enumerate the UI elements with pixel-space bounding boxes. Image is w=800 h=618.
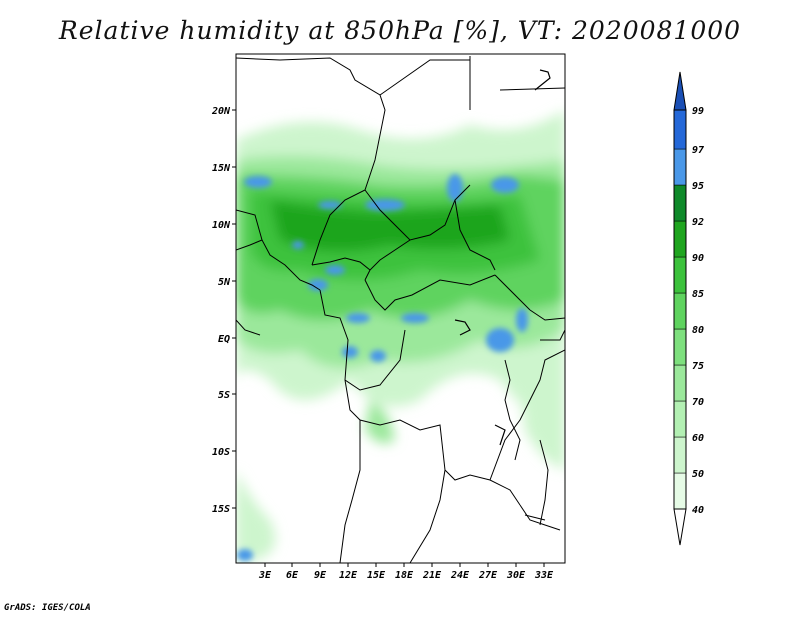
lat-label: 10S bbox=[212, 447, 230, 458]
colorbar-swatch bbox=[673, 292, 687, 330]
colorbar-swatch bbox=[673, 472, 687, 510]
colorbar-label: 40 bbox=[692, 505, 704, 516]
lat-label: 15N bbox=[212, 163, 231, 174]
colorbar-swatch bbox=[673, 148, 687, 186]
colorbar-swatch bbox=[673, 109, 687, 150]
chart-title: Relative humidity at 850hPa [%], VT: 202… bbox=[58, 16, 742, 45]
colorbar-swatch bbox=[673, 364, 687, 402]
lat-label: 5N bbox=[218, 277, 231, 288]
colorbar-label: 97 bbox=[692, 145, 704, 156]
colorbar bbox=[673, 71, 687, 546]
lon-label: 21E bbox=[422, 570, 442, 581]
humidity-field bbox=[236, 54, 565, 563]
lat-label: 15S bbox=[212, 504, 230, 515]
colorbar-swatch bbox=[673, 184, 687, 222]
colorbar-labels: 40 50 60 70 75 80 85 90 92 95 97 99 bbox=[692, 106, 704, 516]
colorbar-label: 75 bbox=[692, 361, 704, 372]
colorbar-label: 70 bbox=[692, 397, 704, 408]
lon-label: 27E bbox=[478, 570, 498, 581]
colorbar-label: 95 bbox=[692, 181, 704, 192]
colorbar-label: 85 bbox=[692, 289, 704, 300]
colorbar-swatch bbox=[673, 328, 687, 366]
colorbar-bottom-arrow bbox=[673, 508, 687, 546]
lon-label: 30E bbox=[506, 570, 526, 581]
colorbar-label: 60 bbox=[692, 433, 704, 444]
colorbar-label: 92 bbox=[692, 217, 704, 228]
colorbar-label: 50 bbox=[692, 469, 704, 480]
lon-label: 12E bbox=[339, 570, 358, 581]
lon-label: 9E bbox=[314, 570, 327, 581]
lat-label: 5S bbox=[218, 390, 230, 401]
lon-ticks bbox=[264, 563, 545, 567]
map-frame bbox=[235, 53, 566, 564]
grads-credit: GrADS: IGES/COLA bbox=[4, 603, 91, 613]
lat-ticks bbox=[232, 109, 236, 509]
lat-label: 20N bbox=[211, 106, 231, 117]
colorbar-swatch bbox=[673, 220, 687, 258]
lon-label: 18E bbox=[395, 570, 414, 581]
lon-label: 15E bbox=[367, 570, 386, 581]
lon-label: 24E bbox=[450, 570, 470, 581]
colorbar-swatch bbox=[673, 256, 687, 294]
colorbar-swatch bbox=[673, 400, 687, 438]
colorbar-swatch bbox=[673, 436, 687, 474]
colorbar-top-arrow bbox=[673, 71, 687, 111]
lon-label: 33E bbox=[534, 570, 554, 581]
lon-label: 3E bbox=[258, 570, 272, 581]
colorbar-label: 99 bbox=[692, 106, 704, 117]
lon-label: 6E bbox=[286, 570, 299, 581]
lat-label: 10N bbox=[212, 220, 231, 231]
lat-labels: 20N 15N 10N 5N EQ 5S 10S 15S bbox=[211, 106, 231, 515]
lon-labels: 3E 6E 9E 12E 15E 18E 21E 24E 27E 30E 33E bbox=[258, 570, 554, 581]
colorbar-label: 90 bbox=[692, 253, 704, 264]
lat-label: EQ bbox=[218, 334, 230, 345]
colorbar-label: 80 bbox=[692, 325, 704, 336]
